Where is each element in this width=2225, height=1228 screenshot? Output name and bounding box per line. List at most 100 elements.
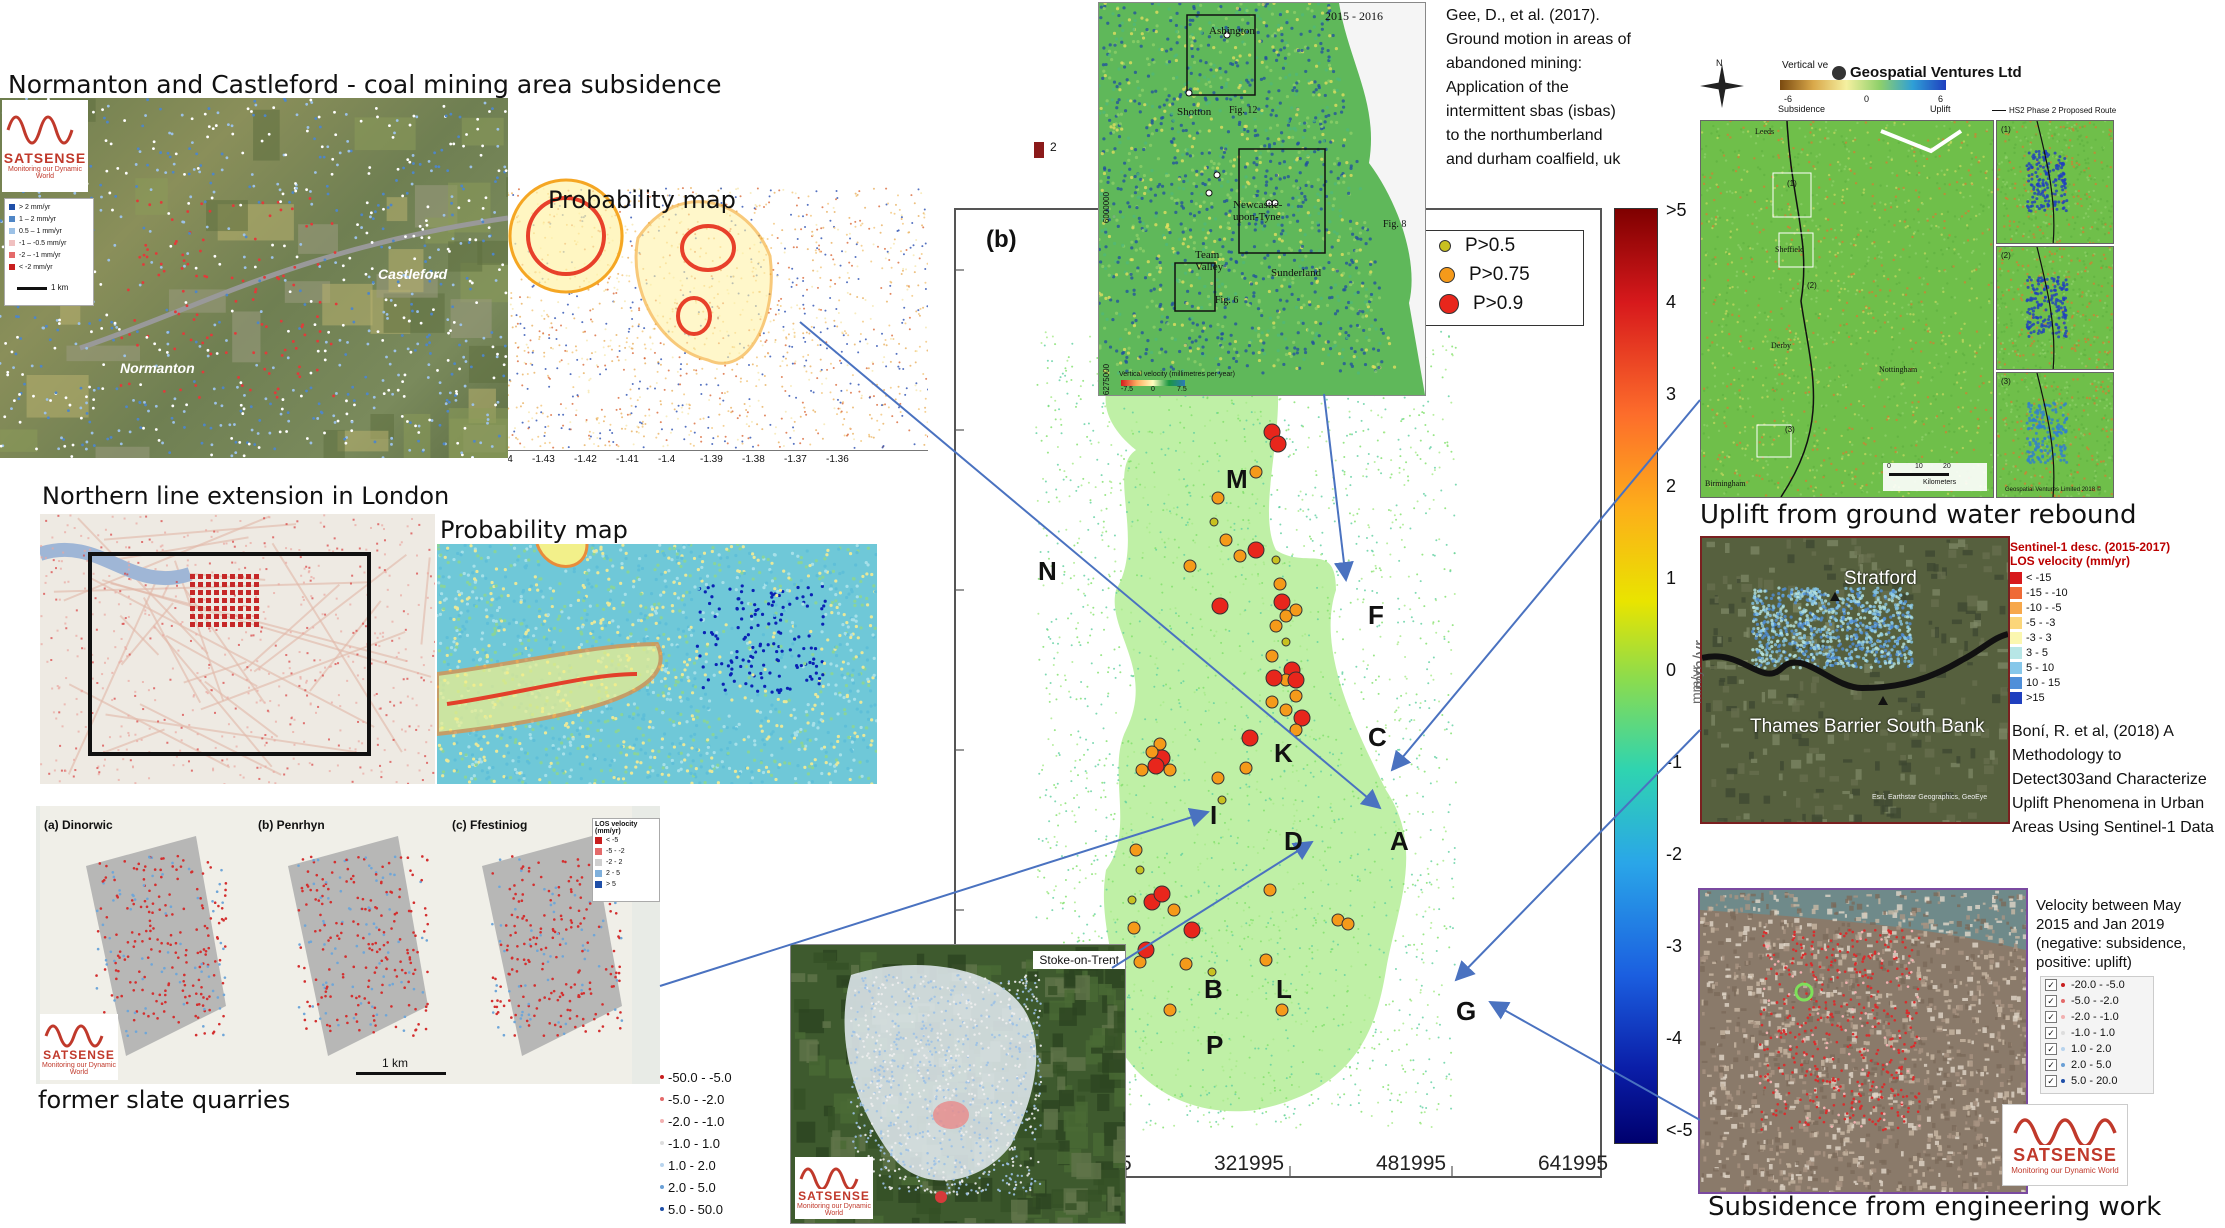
- legend-label: -2 – -1 mm/yr: [19, 251, 61, 259]
- ne-colorbar: [1121, 380, 1185, 386]
- hs2-cb-left: Subsidence: [1778, 104, 1826, 114]
- legend-checkbox[interactable]: ✓: [2045, 1075, 2057, 1087]
- place-derby: Derby: [1771, 341, 1791, 350]
- legend-row: > 5: [595, 879, 657, 890]
- legend-marker: [1439, 239, 1451, 252]
- slate-legend: LOS velocity (mm/yr) < -5 -5 - -2 -2 - 2 2 …: [592, 818, 660, 902]
- ref-line: Gee, D., et al. (2017).: [1446, 7, 1600, 24]
- slate-panel-a-label: (a) Dinorwic: [44, 818, 113, 832]
- hs2-main-map: Leeds Sheffield Derby Nottingham Birming…: [1700, 120, 1994, 498]
- probability-site-marker: [1147, 757, 1165, 775]
- satsense-tagline: Monitoring our Dynamic World: [797, 1203, 871, 1217]
- legend-swatch: [2010, 601, 2022, 614]
- legend-label: 5 - 10: [2026, 661, 2055, 674]
- ref-line: Boní, R. et al, (2018) A: [2012, 723, 2174, 740]
- probability-site-marker: [1269, 619, 1283, 633]
- satsense-tagline: Monitoring our Dynamic World: [42, 1062, 116, 1076]
- probability-site-marker: [1211, 771, 1225, 785]
- legend-swatch: [2061, 1031, 2065, 1035]
- hs2-inset-1: (1): [1996, 120, 2114, 244]
- legend-row: < -15: [2010, 570, 2220, 585]
- hs2-inset-label: (2): [2001, 251, 2011, 260]
- legend-swatch: [9, 204, 15, 210]
- legend-label: > 2 mm/yr: [19, 203, 51, 211]
- legend-row: ✓ -20.0 - -5.0: [2041, 977, 2153, 993]
- legend-row: P>0.75: [1425, 260, 1583, 289]
- probability-site-marker: [1129, 843, 1143, 857]
- legend-row: -2 – -1 mm/yr: [9, 249, 89, 261]
- legend-label: -20.0 - -5.0: [2071, 979, 2125, 991]
- legend-label: -5 - -3: [2026, 616, 2056, 629]
- main-x-tick: 321995: [1214, 1152, 1285, 1175]
- arrow-thames-to-g: [1454, 729, 1701, 982]
- legend-row: 10 - 15: [2010, 675, 2220, 690]
- castleford-label: Castleford: [378, 266, 448, 282]
- legend-checkbox[interactable]: ✓: [2045, 1043, 2057, 1055]
- legend-row: > 2 mm/yr: [9, 201, 89, 213]
- legend-row: -1 – -0.5 mm/yr: [9, 237, 89, 249]
- colorbar-tick: 0: [1666, 660, 1677, 680]
- hs2-title-left: Vertical ve: [1782, 60, 1829, 71]
- legend-checkbox[interactable]: ✓: [2045, 995, 2057, 1007]
- legend-label: 3 - 5: [2026, 646, 2049, 659]
- slate-quarries-title: former slate quarries: [38, 1086, 291, 1114]
- ref-line: Application of the: [1446, 79, 1569, 96]
- hs2-scale-tick: 20: [1943, 463, 1951, 470]
- x-tick: -1.42: [574, 454, 597, 465]
- legend-swatch: [595, 859, 602, 866]
- hs2-company: Geospatial Ventures Ltd: [1832, 64, 2022, 81]
- ref-line: and durham coalfield, uk: [1446, 151, 1621, 168]
- legend-swatch: [2010, 631, 2022, 644]
- legend-label: -5.0 - -2.0: [2071, 995, 2119, 1007]
- slate-panel-c-label: (c) Ffestiniog: [452, 818, 528, 832]
- hs2-cb-right: Uplift: [1930, 104, 1951, 114]
- colorbar-tick: -1: [1666, 752, 1683, 772]
- legend-swatch: [2061, 983, 2065, 987]
- legend-checkbox[interactable]: ✓: [2045, 1011, 2057, 1023]
- legend-label: -2.0 - -1.0: [668, 1113, 725, 1129]
- probability-site-marker: [1163, 763, 1177, 777]
- place-stratford: Stratford: [1844, 568, 1917, 589]
- legend-row: P>0.5: [1425, 231, 1583, 260]
- probability-site-marker: [1265, 669, 1283, 687]
- probability-site-marker: [1137, 941, 1155, 959]
- probability-site-marker: [1153, 885, 1171, 903]
- legend-row: -2.0 - -1.0: [660, 1110, 780, 1132]
- site-letter-g: G: [1456, 996, 1477, 1026]
- probability-map-top-title: Probability map: [548, 186, 736, 214]
- probability-map-london-plot: [437, 544, 877, 784]
- legend-swatch: [660, 1163, 664, 1167]
- site-letter-d: D: [1284, 826, 1303, 856]
- arrow-slate-to-i: [659, 807, 1210, 987]
- main-map-plot: [956, 269, 1457, 1176]
- probability-site-marker: [1183, 921, 1201, 939]
- hs2-inset-tag: (3): [1785, 425, 1795, 434]
- arrow-ne-to-f: [1323, 393, 1354, 582]
- legend-row: < -5: [595, 835, 657, 846]
- probability-site-marker: [1287, 671, 1305, 689]
- normanton-title: Normanton and Castleford - coal mining a…: [8, 70, 722, 99]
- legend-label: < -5: [606, 837, 619, 844]
- legend-label: 1.0 - 2.0: [668, 1157, 716, 1173]
- slate-legend-title: LOS velocity (mm/yr): [595, 821, 638, 835]
- legend-checkbox[interactable]: ✓: [2045, 1027, 2057, 1039]
- slate-quarries-maps: (a) Dinorwic (b) Penrhyn (c) Ffestiniog …: [36, 806, 660, 1084]
- legend-checkbox[interactable]: ✓: [2045, 979, 2057, 991]
- hs2-inset-label: (1): [2001, 125, 2011, 134]
- probability-site-marker: [1219, 533, 1233, 547]
- satsense-word: SATSENSE: [43, 1048, 115, 1062]
- probability-site-marker: [1127, 895, 1137, 905]
- legend-row: -5 - -3: [2010, 615, 2220, 630]
- legend-checkbox[interactable]: ✓: [2045, 1059, 2057, 1071]
- probability-map-top: Probability map -1.44 -1.43 -1.42 -1.41 -1.4…: [508, 138, 928, 468]
- site-letter-f: F: [1368, 600, 1384, 630]
- ne-cb-tick: 0: [1151, 386, 1155, 393]
- satsense-logo-engineering: SATSENSE Monitoring our Dynamic World: [2002, 1104, 2128, 1186]
- legend-swatch: [660, 1075, 664, 1079]
- stoke-map: Stoke-on-Trent SATSENSE Monitoring our D…: [790, 944, 1126, 1224]
- legend-swatch: [9, 216, 15, 222]
- eng-note-line: 2015 and Jan 2019: [2036, 916, 2165, 933]
- thames-legend-title-1: Sentinel-1 desc. (2015-2017): [2010, 540, 2171, 554]
- legend-swatch: [9, 252, 15, 258]
- place-newcastle: Newcastle-upon-Tyne: [1233, 199, 1283, 223]
